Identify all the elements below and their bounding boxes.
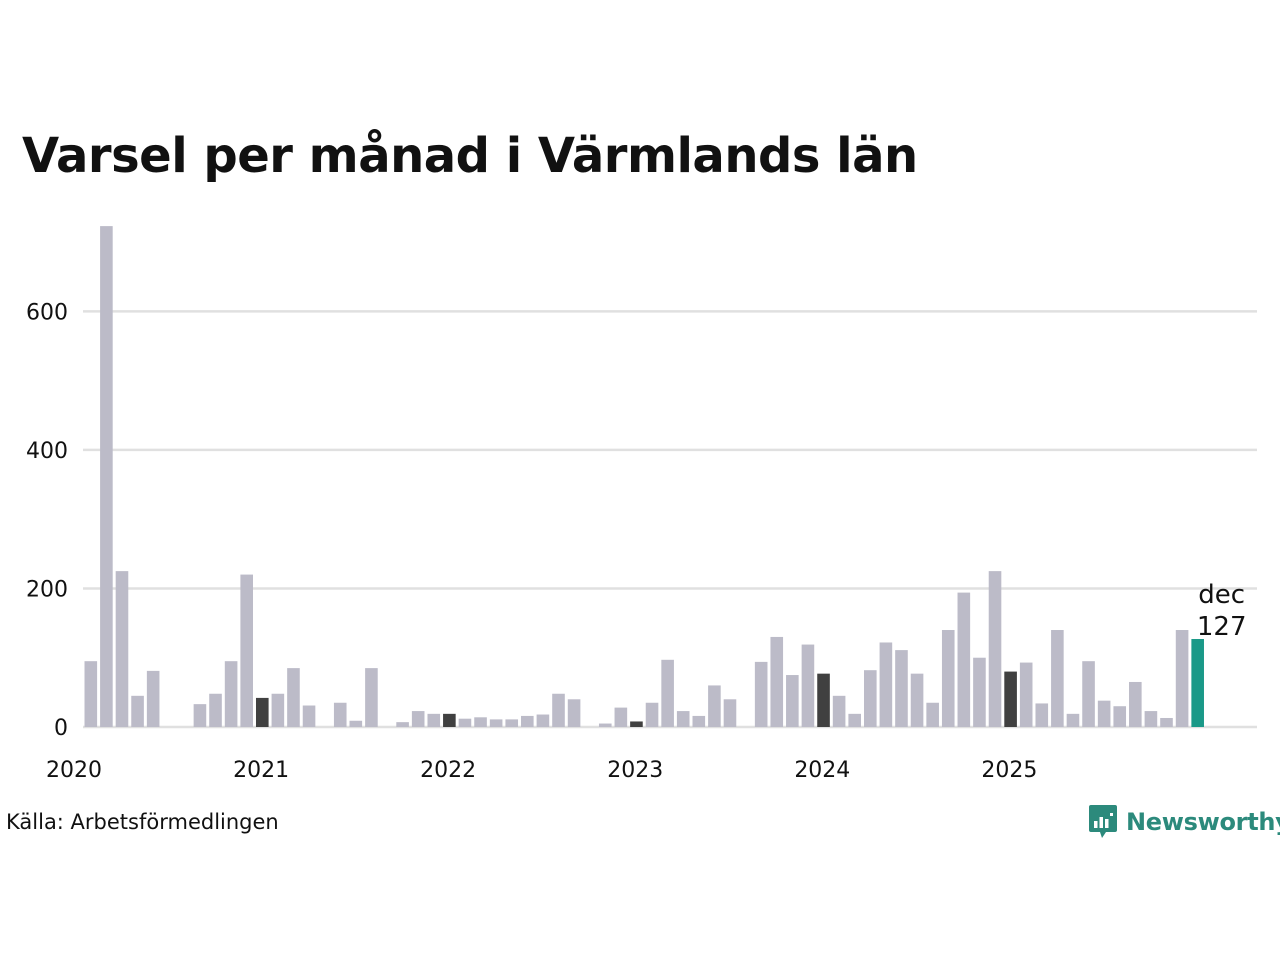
bar-2023-06 xyxy=(723,699,737,727)
bar-2025-02 xyxy=(1035,703,1049,727)
bar-2020-02 xyxy=(100,226,113,728)
latest-value-annotation: 127 xyxy=(1197,612,1247,642)
bar-2021-06 xyxy=(349,720,363,727)
bar-2020-09 xyxy=(209,693,222,727)
bar-2023-05 xyxy=(708,685,721,727)
bar-2024-10 xyxy=(973,657,986,727)
bar-2023-11 xyxy=(801,644,815,727)
bar-2023-04 xyxy=(692,715,706,727)
x-tick-label: 2025 xyxy=(981,758,1037,783)
bar-2021-12 xyxy=(443,713,456,727)
bar-2024-03 xyxy=(864,670,877,727)
bar-2022-11 xyxy=(614,707,628,727)
bar-2021-09 xyxy=(396,722,409,727)
y-tick-label: 200 xyxy=(26,577,68,602)
bar-2024-05 xyxy=(895,650,908,727)
y-tick-label: 400 xyxy=(26,439,68,464)
bar-2023-09 xyxy=(770,636,784,727)
x-tick-label: 2021 xyxy=(233,758,289,783)
bar-2022-08 xyxy=(567,699,581,727)
bar-2024-01 xyxy=(832,695,846,727)
x-tick-label: 2020 xyxy=(46,758,102,783)
latest-month-annotation: dec xyxy=(1198,580,1245,610)
bar-2022-10 xyxy=(598,723,612,727)
bar-2022-06 xyxy=(536,714,550,727)
y-tick-label: 600 xyxy=(26,300,68,325)
bar-2024-06 xyxy=(910,673,924,727)
bar-2021-07 xyxy=(365,668,378,727)
bar-2025-06 xyxy=(1097,700,1111,727)
bar-2025-12 xyxy=(1191,639,1204,727)
bar-2022-05 xyxy=(521,715,534,727)
bar-2022-01 xyxy=(458,718,472,727)
bar-2024-09 xyxy=(957,592,971,727)
bar-2022-03 xyxy=(489,719,503,727)
bar-2023-12 xyxy=(817,673,830,727)
bars xyxy=(84,226,1204,728)
bar-2020-03 xyxy=(115,571,129,727)
bar-2021-01 xyxy=(271,693,285,727)
y-tick-label: 0 xyxy=(54,716,68,741)
brand-logo: Newsworthy xyxy=(1088,804,1280,840)
bar-2025-07 xyxy=(1113,706,1127,727)
bar-2024-02 xyxy=(848,713,861,727)
chart-title: Varsel per månad i Värmlands län xyxy=(22,128,918,184)
bar-2021-05 xyxy=(333,702,347,727)
bar-2024-08 xyxy=(941,630,955,727)
x-tick-label: 2024 xyxy=(794,758,850,783)
bar-2020-11 xyxy=(240,574,253,727)
bar-2021-02 xyxy=(287,668,300,727)
bar-2020-05 xyxy=(146,670,160,727)
bar-2025-05 xyxy=(1082,661,1095,727)
bar-2025-03 xyxy=(1051,630,1064,727)
y-axis-ticks: 0 200 400 600 xyxy=(26,300,68,741)
bar-2021-11 xyxy=(427,713,441,727)
bar-2022-12 xyxy=(630,721,643,727)
bar-2024-07 xyxy=(926,702,939,727)
bar-2020-12 xyxy=(255,697,269,727)
bar-2025-10 xyxy=(1160,717,1173,727)
bar-2021-10 xyxy=(411,711,425,727)
bar-2025-11 xyxy=(1175,630,1189,727)
bar-2023-03 xyxy=(676,711,690,727)
bar-2022-07 xyxy=(552,693,565,727)
bar-2025-01 xyxy=(1019,662,1033,727)
source-credit: Källa: Arbetsförmedlingen xyxy=(6,810,279,834)
bar-2024-04 xyxy=(879,642,893,727)
bar-2021-03 xyxy=(302,705,316,727)
bar-2024-11 xyxy=(988,571,1002,727)
bar-2020-08 xyxy=(193,704,207,727)
bar-2023-10 xyxy=(786,675,799,727)
bar-2023-01 xyxy=(645,702,659,727)
bar-2020-01 xyxy=(84,661,98,727)
x-axis-ticks: 2020 2021 2022 2023 2024 2025 xyxy=(46,758,1037,783)
bar-2023-02 xyxy=(661,659,674,727)
bar-2020-04 xyxy=(131,695,144,727)
newsworthy-logo-icon xyxy=(1089,805,1117,838)
bar-2025-04 xyxy=(1066,713,1080,727)
bar-2023-08 xyxy=(754,661,768,727)
x-tick-label: 2022 xyxy=(420,758,476,783)
bar-2020-10 xyxy=(224,661,238,727)
bar-2025-08 xyxy=(1129,681,1142,727)
bar-2022-02 xyxy=(474,717,487,727)
bar-2022-04 xyxy=(505,719,519,727)
brand-name: Newsworthy xyxy=(1126,808,1280,836)
bar-2025-09 xyxy=(1144,711,1158,727)
x-tick-label: 2023 xyxy=(607,758,663,783)
bar-2024-12 xyxy=(1004,671,1017,727)
